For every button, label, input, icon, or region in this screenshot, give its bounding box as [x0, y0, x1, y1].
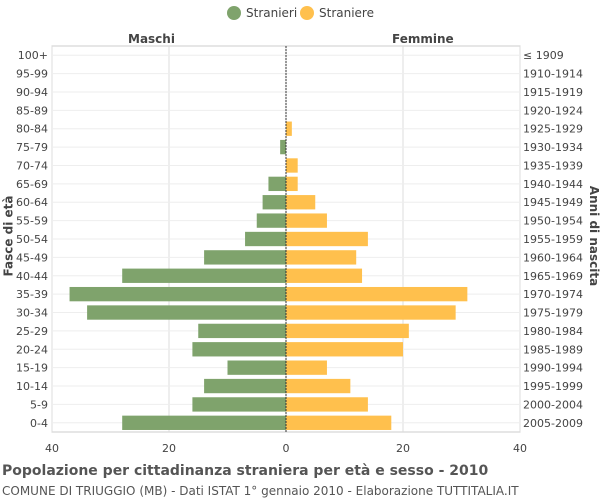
pyramid-chart: 40 20 0 20 40 100+ ≤ 1909 95-99 1910-1914 90-94 19…	[16, 45, 583, 455]
age-group-label: 80-84	[16, 123, 48, 136]
bar-male	[280, 139, 286, 155]
x-tick-label: 20	[162, 442, 176, 455]
x-tick-label: 40	[513, 442, 527, 455]
birth-year-label: 1955-1959	[523, 233, 583, 246]
birth-year-label: 1925-1929	[523, 123, 583, 136]
birth-year-label: 1950-1954	[523, 215, 583, 228]
bar-female	[286, 323, 409, 339]
birth-year-label: 2000-2004	[523, 398, 583, 411]
age-group-label: 0-4	[30, 417, 48, 430]
bar-female	[286, 397, 368, 412]
bar-female	[286, 231, 368, 247]
birth-year-label: 1975-1979	[523, 307, 583, 320]
males-label: Maschi	[128, 32, 175, 46]
birth-year-label: 1965-1969	[523, 270, 583, 283]
x-tick-label: 20	[396, 442, 410, 455]
age-group-label: 15-19	[16, 362, 48, 375]
bar-male	[69, 286, 286, 302]
age-group-label: 40-44	[16, 270, 48, 283]
legend-label-straniere: Straniere	[319, 6, 374, 20]
bar-female	[286, 360, 327, 375]
bar-male	[192, 397, 286, 412]
birth-year-label: 1935-1939	[523, 159, 583, 172]
x-tick-label: 40	[45, 442, 59, 455]
age-group-label: 25-29	[16, 325, 48, 338]
bar-female	[286, 286, 468, 302]
birth-year-label: 1990-1994	[523, 362, 583, 375]
legend-swatch-stranieri	[227, 6, 241, 20]
age-group-label: 85-89	[16, 104, 48, 117]
birth-year-label: 1915-1919	[523, 86, 583, 99]
age-group-label: 30-34	[16, 307, 48, 320]
age-group-label: 70-74	[16, 159, 48, 172]
legend-item-stranieri: Stranieri	[227, 6, 297, 20]
bar-female	[286, 121, 292, 136]
age-group-label: 100+	[18, 49, 48, 62]
age-group-label: 95-99	[16, 68, 48, 81]
age-group-label: 45-49	[16, 251, 48, 264]
birth-year-label: 1945-1949	[523, 196, 583, 209]
bar-female	[286, 176, 298, 192]
bar-male	[227, 360, 286, 375]
bar-female	[286, 250, 357, 265]
age-group-label: 90-94	[16, 86, 48, 99]
birth-year-label: ≤ 1909	[523, 49, 564, 62]
birth-year-label: 1980-1984	[523, 325, 583, 338]
bar-female	[286, 158, 298, 173]
birth-year-label: 1940-1944	[523, 178, 583, 191]
bar-female	[286, 195, 316, 210]
legend-item-straniere: Straniere	[300, 6, 374, 20]
bar-male	[268, 176, 286, 192]
birth-year-label: 1930-1934	[523, 141, 583, 154]
bar-female	[286, 378, 351, 394]
bar-male	[198, 323, 286, 339]
legend-swatch-straniere	[300, 6, 314, 20]
birth-year-label: 1995-1999	[523, 380, 583, 393]
age-group-label: 75-79	[16, 141, 48, 154]
bar-male	[256, 213, 286, 228]
birth-year-label: 1970-1974	[523, 288, 583, 301]
age-group-label: 50-54	[16, 233, 48, 246]
birth-year-label: 1960-1964	[523, 251, 583, 264]
bar-female	[286, 213, 327, 228]
birth-year-label: 1910-1914	[523, 68, 583, 81]
age-group-label: 20-24	[16, 343, 48, 356]
chart-title: Popolazione per cittadinanza straniera p…	[2, 463, 489, 479]
bar-male	[204, 378, 286, 394]
age-group-label: 60-64	[16, 196, 48, 209]
bar-male	[87, 305, 286, 320]
age-group-label: 65-69	[16, 178, 48, 191]
bar-female	[286, 305, 456, 320]
age-group-label: 10-14	[16, 380, 48, 393]
birth-year-label: 1985-1989	[523, 343, 583, 356]
birth-year-label: 2005-2009	[523, 417, 583, 430]
bar-male	[192, 342, 286, 357]
bar-female	[286, 415, 392, 430]
age-group-label: 55-59	[16, 215, 48, 228]
chart-subtitle: COMUNE DI TRIUGGIO (MB) - Dati ISTAT 1° …	[2, 484, 519, 498]
bar-male	[122, 268, 286, 283]
bar-male	[122, 415, 286, 430]
bar-male	[262, 195, 286, 210]
legend-label-stranieri: Stranieri	[246, 6, 298, 20]
age-group-label: 5-9	[30, 398, 48, 411]
bar-male	[204, 250, 286, 265]
age-group-label: 35-39	[16, 288, 48, 301]
bar-female	[286, 342, 403, 357]
bar-male	[245, 231, 286, 247]
x-tick-label: 0	[283, 442, 290, 455]
birth-year-label: 1920-1924	[523, 104, 583, 117]
bar-female	[286, 268, 363, 283]
females-label: Femmine	[392, 32, 454, 46]
